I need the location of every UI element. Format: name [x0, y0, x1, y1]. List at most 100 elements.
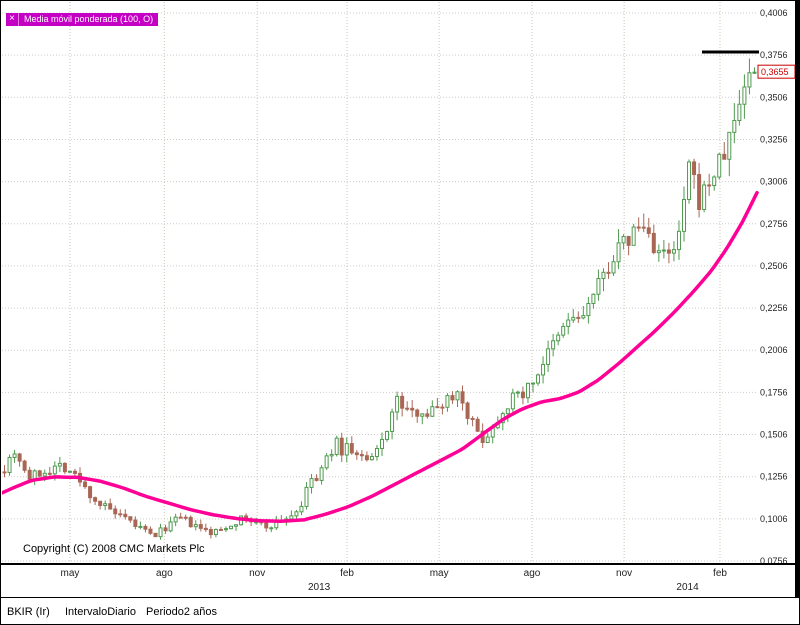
candle-body	[485, 436, 490, 443]
candle-body	[168, 521, 173, 532]
candle-body	[188, 516, 193, 528]
candle-body	[334, 437, 339, 455]
candle-body	[359, 454, 364, 457]
candle-body	[88, 486, 93, 499]
candle-body	[591, 293, 596, 304]
candle-body	[556, 334, 561, 342]
candle-body	[72, 470, 77, 474]
x-axis-month-label: nov	[616, 568, 633, 579]
candle-body	[465, 402, 470, 419]
period-value[interactable]: 2 años	[183, 606, 217, 618]
candle-body	[7, 456, 12, 473]
y-axis-label: 0,3256	[760, 134, 788, 144]
candle-body	[208, 529, 213, 536]
candle-body	[52, 465, 57, 475]
candle-body	[380, 438, 384, 449]
candle-body	[722, 153, 727, 160]
candle-body	[420, 413, 425, 417]
candle-body	[349, 443, 354, 454]
candle-body	[213, 528, 218, 536]
candle-body	[374, 447, 379, 458]
interval-selector[interactable]: IntervaloDiario	[65, 606, 136, 618]
candle-body	[173, 516, 178, 523]
y-axis-label: 0,3506	[760, 92, 788, 102]
candle-body	[98, 500, 103, 506]
period-selector[interactable]: Periodo2 años	[146, 606, 217, 618]
candle-body	[299, 505, 304, 513]
candle-body	[385, 430, 390, 440]
candle-body	[128, 516, 133, 521]
candle-body	[229, 525, 233, 530]
candle-body	[148, 528, 153, 534]
candle-body	[22, 460, 27, 471]
candle-body	[400, 395, 405, 409]
candle-body	[218, 528, 223, 531]
candle-body	[450, 395, 455, 401]
candle-body	[470, 417, 475, 420]
candle-body	[525, 382, 530, 399]
candle-body	[430, 406, 435, 417]
candle-body	[67, 470, 72, 473]
candle-body	[717, 153, 722, 178]
candle-body	[455, 391, 460, 401]
candle-body	[586, 302, 591, 317]
candle-body	[551, 340, 556, 350]
candle-body	[611, 261, 616, 274]
x-axis-year-label: 2013	[307, 582, 331, 593]
candle-body	[505, 408, 510, 415]
candle-body	[198, 524, 203, 529]
candle-body	[666, 249, 671, 254]
candle-body	[294, 511, 299, 517]
candle-body	[566, 319, 571, 327]
candle-body	[515, 391, 520, 394]
candle-body	[415, 409, 420, 417]
price-chart-plot[interactable]: 0,4006 0,3756 0,3506 0,3256 0,3006 0,2756 0,25…	[2, 2, 796, 564]
close-icon[interactable]: ×	[6, 13, 19, 26]
candle-body	[123, 513, 128, 518]
candle-body	[697, 174, 702, 210]
candle-body	[2, 471, 7, 474]
candle-body	[405, 407, 410, 410]
candle-body	[143, 525, 148, 530]
x-axis-month-label: ago	[523, 568, 541, 579]
candle-body	[702, 184, 707, 210]
candle-body	[113, 508, 118, 515]
candle-body	[93, 497, 98, 502]
y-axis-label: 0,1506	[760, 430, 788, 440]
candle-body	[727, 131, 732, 160]
chart-bottom-border	[1, 563, 799, 565]
candle-body	[364, 455, 369, 461]
candle-body	[687, 161, 692, 200]
candle-body	[329, 453, 334, 457]
candle-body	[676, 230, 681, 251]
candle-body	[395, 395, 400, 413]
candle-body	[747, 72, 752, 88]
candle-body	[445, 395, 450, 408]
y-axis-label: 0,2756	[760, 219, 788, 229]
candle-body	[641, 226, 646, 229]
moving-average-line	[2, 190, 759, 523]
symbol-label: BKIR (Ir)	[7, 606, 50, 618]
candle-body	[752, 71, 757, 74]
axis-band-border	[1, 597, 799, 598]
candle-body	[339, 437, 344, 456]
indicator-chip[interactable]: × Media móvil ponderada (100, O)	[6, 13, 159, 26]
candle-body	[304, 486, 309, 507]
candle-body	[656, 250, 661, 254]
candle-body	[17, 453, 22, 462]
candle-body	[616, 242, 621, 263]
candle-body	[671, 249, 676, 254]
candle-body	[546, 348, 551, 365]
candle-body	[460, 391, 465, 404]
y-axis-label: 0,1006	[760, 514, 788, 524]
candle-body	[435, 406, 440, 409]
candle-body	[138, 525, 143, 528]
y-axis-label: 0,1756	[760, 387, 788, 397]
x-axis-month-label: may	[429, 568, 449, 579]
candle-body	[108, 503, 113, 510]
candle-body	[133, 519, 138, 528]
candle-body	[732, 119, 737, 133]
y-axis-label: 0,3006	[760, 177, 788, 187]
interval-value[interactable]: Diario	[107, 606, 136, 618]
